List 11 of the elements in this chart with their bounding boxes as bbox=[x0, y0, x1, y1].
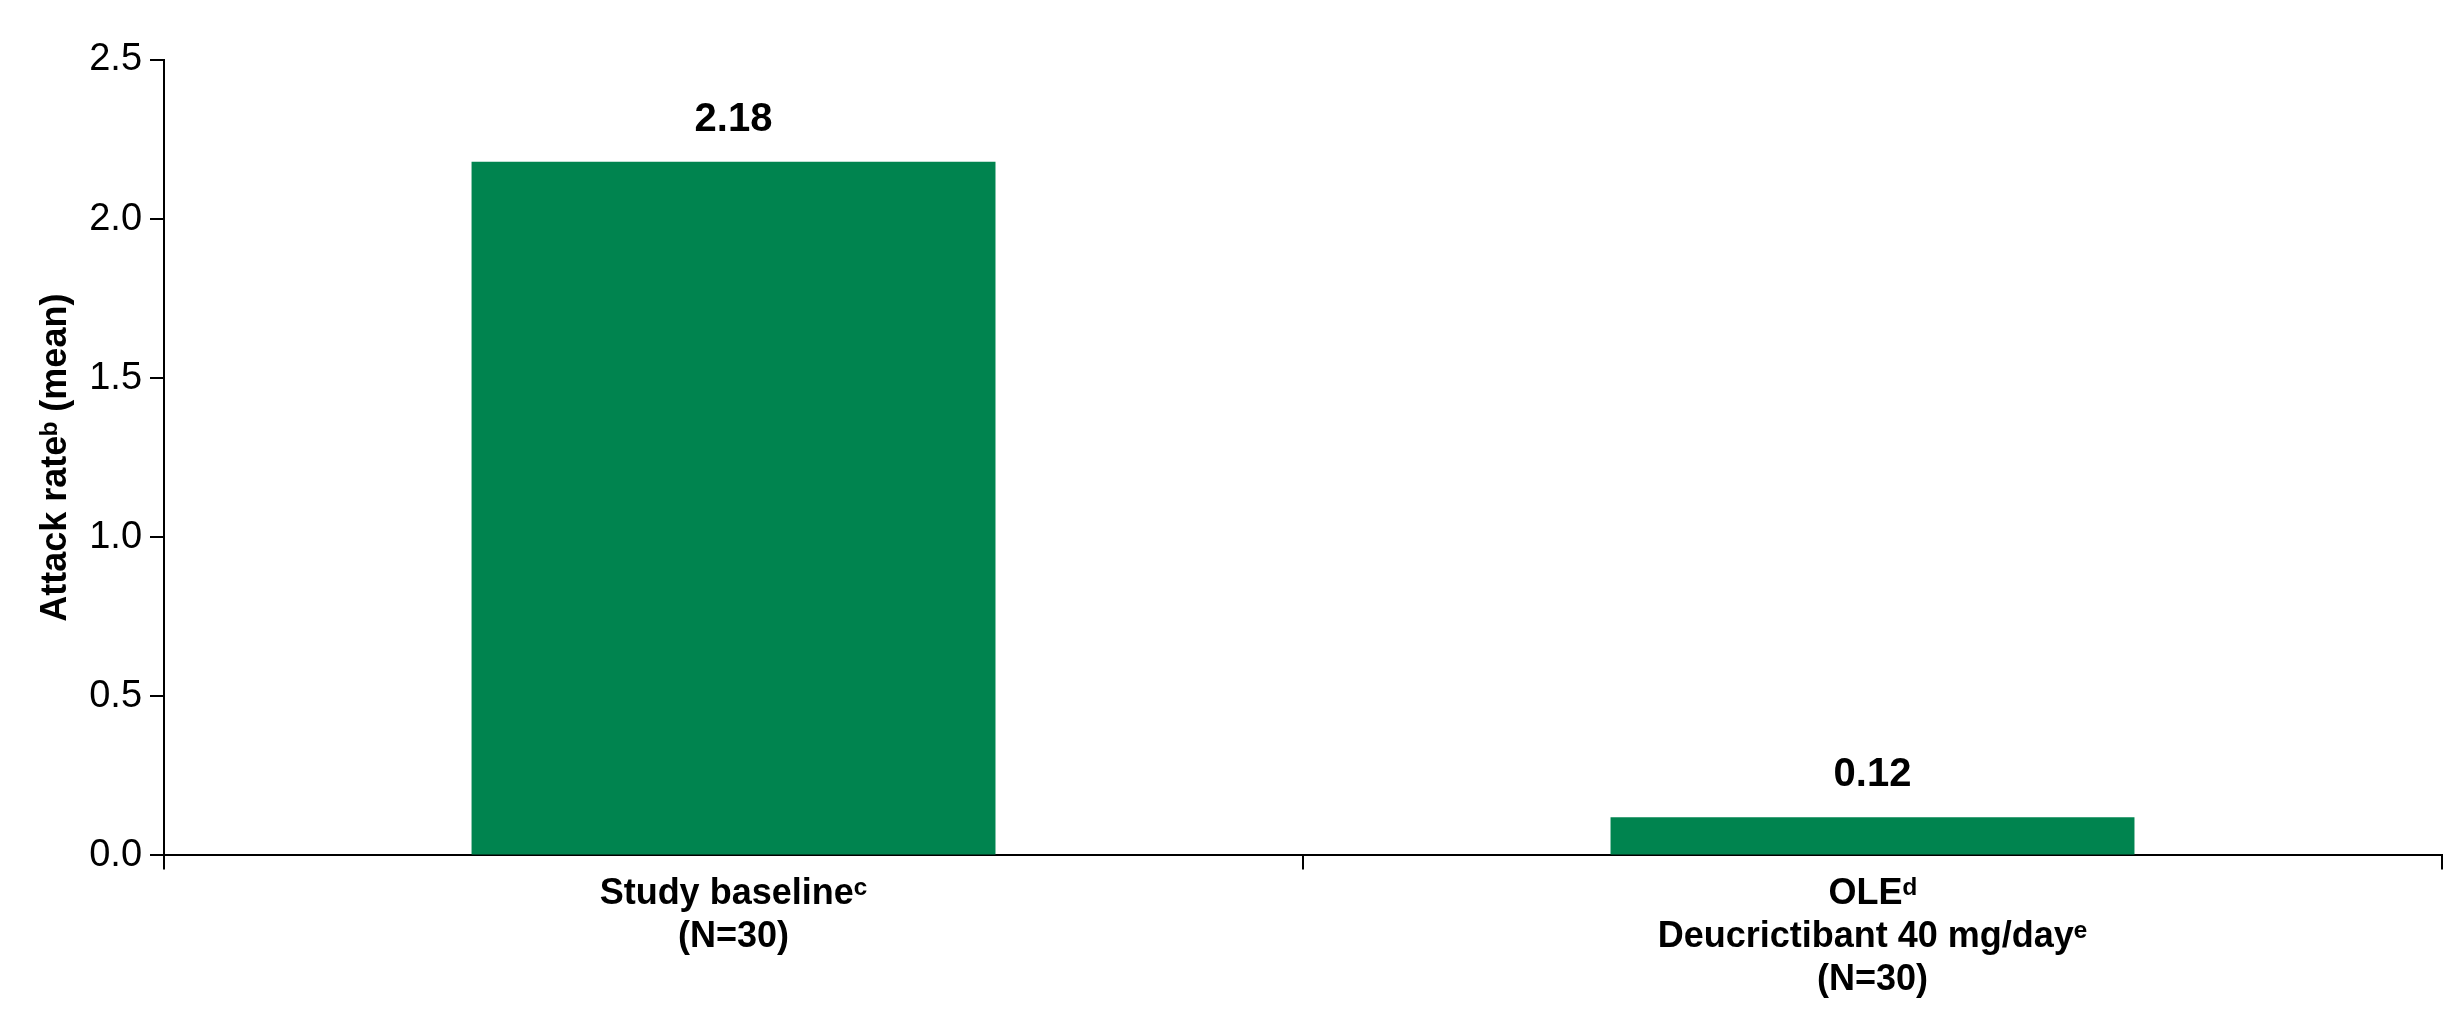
y-tick-label: 0.5 bbox=[89, 672, 143, 715]
y-axis-title: Attack rateᵇ (mean) bbox=[32, 293, 74, 622]
data-label: 2.18 bbox=[694, 94, 773, 139]
y-tick-label: 0.0 bbox=[89, 831, 143, 874]
data-label: 0.12 bbox=[1833, 750, 1912, 795]
x-tick-label: OLEᵈ Deucrictibant 40 mg/dayᵉ (N=30) bbox=[1657, 870, 2088, 999]
y-tick-label: 2.5 bbox=[89, 36, 143, 79]
y-tick-label: 1.0 bbox=[89, 513, 143, 556]
y-tick-label: 2.0 bbox=[89, 195, 143, 238]
y-tick-label: 1.5 bbox=[89, 354, 143, 397]
x-tick-label: Study baselineᶜ (N=30) bbox=[599, 870, 868, 956]
